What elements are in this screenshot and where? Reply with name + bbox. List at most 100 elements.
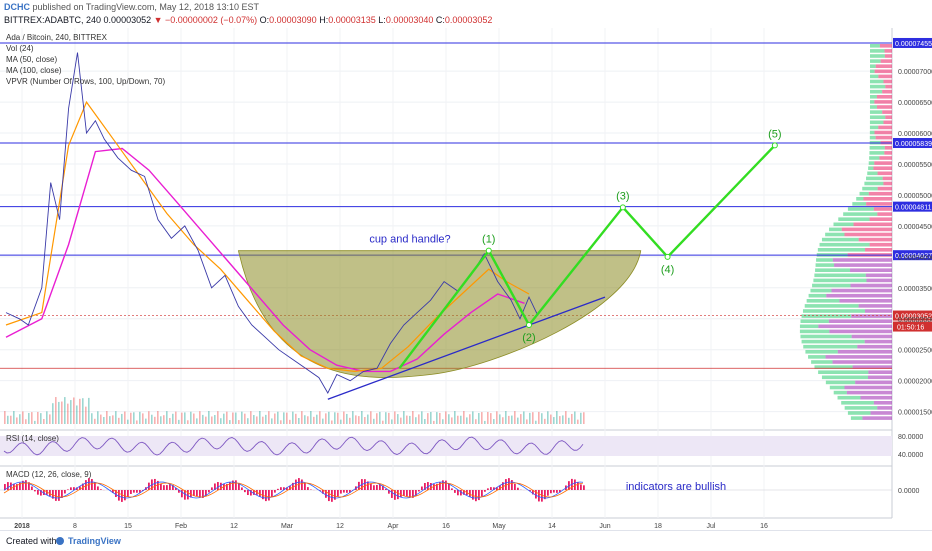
vpvr-bar-up	[816, 258, 833, 262]
legend-item-ma100[interactable]: MA (100, close)	[6, 66, 62, 75]
vpvr-bar-up	[807, 299, 840, 303]
vpvr-bar-down	[878, 172, 892, 176]
volume-bar	[427, 413, 429, 424]
vpvr-bar-down	[883, 182, 892, 186]
volume-bar	[460, 416, 462, 424]
vpvr-bar-up	[852, 202, 866, 206]
volume-bar	[16, 417, 18, 424]
macd-hist-bar	[445, 481, 447, 490]
volume-bar	[532, 412, 534, 424]
vpvr-bar-up	[843, 212, 877, 216]
vpvr-bar-up	[870, 100, 874, 104]
price-tick-label: 0.00003000	[898, 317, 932, 324]
vpvr-bar-up	[868, 166, 873, 170]
volume-bar	[496, 411, 498, 424]
vpvr-bar-down	[874, 401, 892, 405]
volume-bar	[199, 411, 201, 424]
volume-bar	[466, 417, 468, 424]
vpvr-bar-down	[885, 49, 892, 53]
volume-bar	[19, 414, 21, 424]
macd-hist-bar	[514, 484, 516, 490]
vpvr-bar-down	[826, 294, 892, 298]
wave-label: (4)	[661, 264, 674, 276]
volume-bar	[214, 415, 216, 424]
vpvr-bar-down	[876, 64, 892, 68]
price-tick-label: 0.00005000	[898, 193, 932, 200]
wave-label: (5)	[768, 128, 781, 140]
tradingview-link[interactable]: TradingView	[68, 536, 121, 546]
vpvr-bar-down	[854, 223, 892, 227]
publisher-name[interactable]: DCHC	[4, 2, 30, 12]
volume-bar	[241, 412, 243, 424]
vpvr-bar-up	[813, 279, 866, 283]
macd-hist-bar	[370, 484, 372, 490]
volume-bar	[295, 414, 297, 424]
macd-hist-bar	[439, 482, 441, 490]
vpvr-bar-down	[838, 350, 892, 354]
vpvr-bar-up	[810, 289, 831, 293]
price-axis[interactable]: 0.000015000.000020000.000025000.00003000…	[898, 69, 932, 416]
volume-bar	[91, 413, 93, 424]
volume-bar	[127, 420, 129, 424]
price-change: ▼ −0.00000002 (−0.07%)	[154, 15, 257, 25]
macd-hist-bar	[34, 490, 36, 491]
rsi-band	[0, 436, 892, 456]
rsi-tick-label: 40.0000	[898, 452, 923, 459]
volume-bar	[172, 414, 174, 424]
volume-bar	[115, 411, 117, 424]
legend-macd[interactable]: MACD (12, 26, close, 9)	[6, 470, 92, 479]
volume-bar	[136, 420, 138, 424]
legend-item-vpvr[interactable]: VPVR (Number Of Rows, 100, Up/Down, 70)	[6, 77, 166, 86]
vpvr-bar-down	[839, 299, 892, 303]
volume-bar	[109, 416, 111, 424]
volume-bar	[238, 420, 240, 424]
macd-hist-bar	[475, 490, 477, 501]
volume-bar	[478, 413, 480, 424]
volume-bar	[160, 416, 162, 424]
tradingview-logo-icon[interactable]	[56, 537, 64, 545]
macd-hist-bar	[25, 480, 27, 490]
volume-bar	[280, 420, 282, 424]
vpvr-bar-up	[800, 335, 851, 339]
macd-hist-bar	[118, 490, 120, 501]
volume-bar	[433, 421, 435, 424]
vpvr-bar-up	[802, 340, 865, 344]
macd-hist-bar	[484, 490, 486, 492]
legend-rsi[interactable]: RSI (14, close)	[6, 434, 59, 443]
volume-bar	[544, 419, 546, 424]
vpvr-bar-down	[878, 126, 892, 130]
macd-hist-bar	[196, 490, 198, 496]
macd-hist-bar	[454, 490, 456, 493]
volume-bar	[139, 412, 141, 424]
macd-hist-bar	[478, 490, 480, 500]
volume-bar	[202, 415, 204, 424]
vpvr-bar-up	[848, 411, 871, 415]
vpvr-bar-up	[860, 192, 869, 196]
footer: Created with TradingView	[0, 530, 932, 551]
volume-bar	[562, 415, 564, 424]
volume-bar	[313, 417, 315, 424]
vpvr-bar-down	[844, 233, 892, 237]
legend-item-ma50[interactable]: MA (50, close)	[6, 55, 57, 64]
volume-bar	[481, 412, 483, 424]
macd-hist-bar	[127, 490, 129, 497]
macd-hist-bar	[307, 487, 309, 490]
volume-bar	[439, 413, 441, 424]
vpvr-bar-up	[825, 233, 844, 237]
macd-hist-bar	[64, 490, 66, 493]
volume-bar	[403, 411, 405, 424]
price-chart[interactable]: 0.000074550.000058390.000048110.00004027…	[0, 28, 932, 530]
high-label: H:	[319, 15, 328, 25]
macd-hist-bar	[421, 487, 423, 490]
vpvr-bar-down	[850, 268, 892, 272]
volume-bar	[430, 412, 432, 424]
volume-bar	[484, 421, 486, 424]
legend-item-vol[interactable]: Vol (24)	[6, 44, 34, 53]
last-price: 0.00003052	[104, 15, 152, 25]
vpvr-bar-down	[851, 284, 892, 288]
vpvr-bar-down	[885, 85, 892, 89]
macd-hist-bar	[70, 487, 72, 490]
vpvr-bar-down	[868, 376, 892, 380]
volume-bar	[145, 419, 147, 424]
